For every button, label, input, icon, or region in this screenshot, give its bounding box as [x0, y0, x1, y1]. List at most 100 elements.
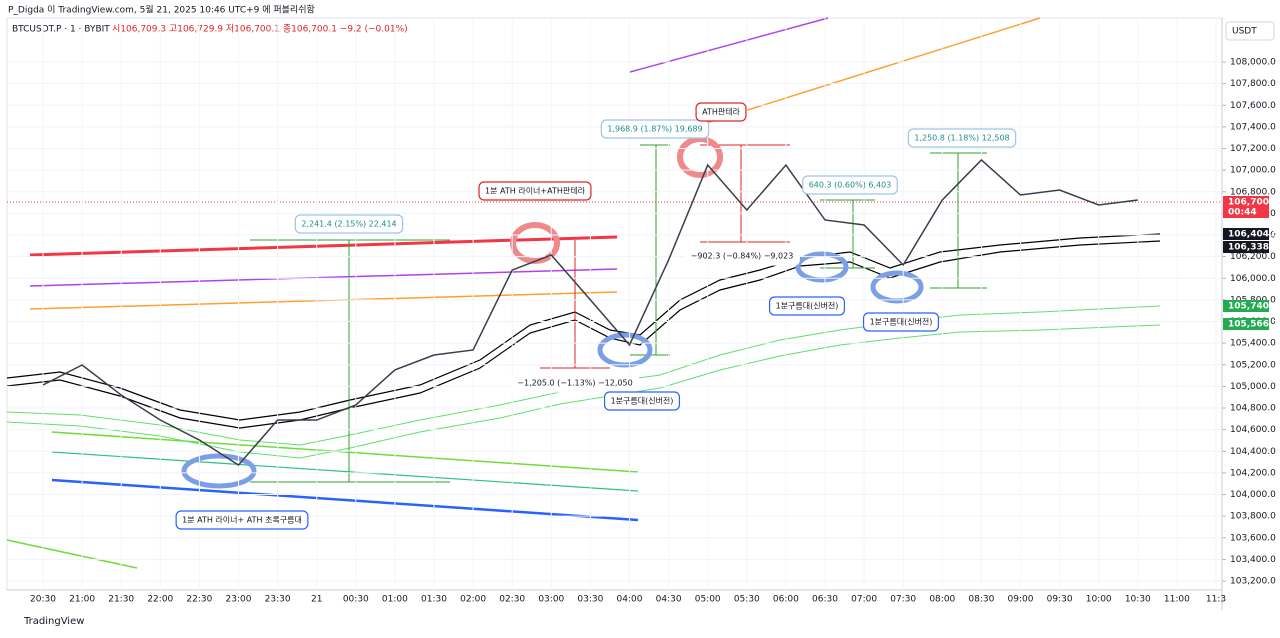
x-tick-label: 22:30: [186, 595, 212, 605]
annotation-text: 1분구름대(신버전): [776, 301, 839, 311]
x-tick-label: 23:00: [226, 595, 252, 605]
annotation-text: 1분구름대(신버전): [870, 317, 933, 327]
y-tick-label: 107,800.0: [1230, 79, 1276, 89]
x-tick-label: 04:00: [617, 595, 643, 605]
annotation-box: [510, 373, 640, 393]
x-tick-label: 22:00: [147, 595, 173, 605]
x-tick-label: 23:30: [265, 595, 291, 605]
annotation-text: −902.3 (−0.84%) −9,023: [691, 252, 794, 261]
price-tag: 106,404.5: [1228, 230, 1279, 240]
x-tick-label: 00:30: [343, 595, 369, 605]
x-tick-label: 09:00: [1008, 595, 1034, 605]
price-tag-bg: [1223, 300, 1269, 312]
y-tick-label: 107,200.0: [1230, 144, 1276, 154]
y-tick-label: 105,200.0: [1230, 360, 1276, 370]
annotation-text: 1,250.8 (1.18%) 12,508: [914, 134, 1009, 143]
annotation: 1,968.9 (1.87%) 19,689: [600, 119, 710, 139]
y-tick-label: 103,200.0: [1230, 577, 1276, 587]
y-tick-label: 106,200.0: [1230, 252, 1276, 262]
x-tick-label: 08:00: [929, 595, 955, 605]
x-tick-label: 02:00: [460, 595, 486, 605]
annotation: −1,205.0 (−1.13%) −12,050: [510, 373, 640, 393]
annotation: 1분구름대(신버전): [603, 391, 681, 411]
annotation-box: [695, 102, 747, 122]
annotation-box: [862, 312, 940, 332]
publisher-line: P_Digda 이 TradingView.com, 5월 21, 2025 1…: [8, 4, 315, 16]
x-tick-label: 02:30: [499, 595, 525, 605]
annotation-text: 1분 ATH 라이너+ ATH 초록구름대: [182, 515, 302, 525]
annotation-text: ATH판테라: [702, 108, 740, 117]
trendlines: [6, 17, 1041, 569]
price-tag-bg: [1223, 241, 1269, 253]
x-tick-label: 01:00: [382, 595, 408, 605]
price-tag-bg: [1223, 206, 1269, 218]
price-tag-bg: [1223, 318, 1269, 330]
y-tick-label: 107,400.0: [1230, 122, 1276, 132]
x-tick-label: 21:00: [69, 595, 95, 605]
x-tick-label: 08:30: [968, 595, 994, 605]
annotation-box: [175, 510, 309, 530]
price-tag: 106,338.8: [1228, 243, 1279, 253]
x-tick-label: 01:30: [421, 595, 447, 605]
y-tick-label: 103,600.0: [1230, 533, 1276, 543]
price-tag: 00:44: [1228, 208, 1257, 218]
price-tag: 106,700.1: [1228, 198, 1279, 208]
y-tick-label: 106,800.0: [1230, 187, 1276, 197]
annotation: −902.3 (−0.84%) −9,023: [684, 246, 800, 266]
annotation-text: −1,205.0 (−1.13%) −12,050: [517, 379, 632, 388]
x-tick-label: 03:00: [538, 595, 564, 605]
y-tick-label: 104,200.0: [1230, 468, 1276, 478]
y-tick-label: 104,600.0: [1230, 425, 1276, 435]
x-tick-label: 06:00: [773, 595, 799, 605]
ohlc: 시106,709.3 고106,729.9 저106,700.1 종106,70…: [112, 24, 408, 35]
y-tick-label: 103,400.0: [1230, 555, 1276, 565]
annotation: 1분구름대(신버전): [862, 312, 940, 332]
annotation: 1,250.8 (1.18%) 12,508: [907, 128, 1017, 148]
price-tag-bg: [1223, 196, 1269, 208]
price-tag: 105,740.2: [1228, 302, 1279, 312]
annotation-box: [478, 181, 592, 201]
measure-tools: [250, 144, 987, 483]
annotation-box: [600, 119, 710, 139]
x-tick-label: 10:00: [1086, 595, 1112, 605]
annotation: 1분 ATH 라이너+ ATH 초록구름대: [175, 510, 309, 530]
symbol: BTCUSDT.P · 1 · BYBIT: [12, 25, 110, 35]
y-tick-label: 105,400.0: [1230, 339, 1276, 349]
y-tick-label: 104,000.0: [1230, 490, 1276, 500]
annotation: 2,241.4 (2.15%) 22,414: [294, 214, 404, 234]
currency: USDT: [1232, 27, 1257, 37]
price-line: [42, 158, 1138, 466]
y-tick-label: 107,600.0: [1230, 101, 1276, 111]
annotation-text: 1분구름대(신버전): [611, 396, 674, 406]
x-tick-label: 03:30: [577, 595, 603, 605]
y-tick-label: 105,000.0: [1230, 382, 1276, 392]
price-tag: 105,566.2: [1228, 320, 1279, 330]
x-tick-label: 07:30: [890, 595, 916, 605]
annotation-box: [768, 296, 846, 316]
annotation: ATH판테라: [695, 102, 747, 122]
annotation-text: 1,968.9 (1.87%) 19,689: [607, 125, 702, 134]
footer-logo: TradingView: [23, 616, 84, 627]
x-tick-label: 20:30: [30, 595, 56, 605]
annotation-box: [684, 246, 800, 266]
annotation-text: 2,241.4 (2.15%) 22,414: [301, 220, 396, 229]
y-tick-label: 108,000.0: [1230, 58, 1276, 68]
annotation-box: [603, 391, 681, 411]
annotation-box: [294, 214, 404, 234]
currency-box: [1225, 21, 1275, 41]
annotation: 1분 ATH 라이너+ATH판테라: [478, 181, 592, 201]
y-tick-label: 107,000.0: [1230, 166, 1276, 176]
x-tick-label: 11:3: [1206, 595, 1226, 605]
x-tick-label: 04:30: [656, 595, 682, 605]
x-tick-label: 05:30: [734, 595, 760, 605]
x-tick-label: 21: [311, 595, 322, 605]
y-tick-label: 106,000.0: [1230, 274, 1276, 284]
x-tick-label: 11:00: [1164, 595, 1190, 605]
x-tick-label: 07:00: [851, 595, 877, 605]
x-tick-label: 05:00: [695, 595, 721, 605]
x-tick-label: 06:30: [812, 595, 838, 605]
annotation-box: [907, 128, 1017, 148]
price-tag-bg: [1223, 228, 1269, 240]
